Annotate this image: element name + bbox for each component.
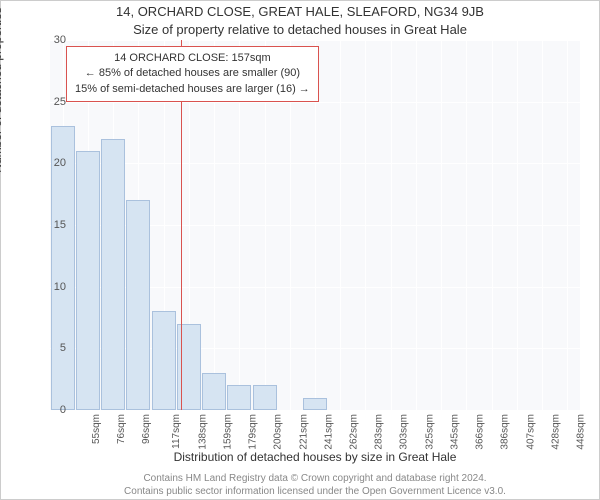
x-tick-label: 159sqm: [222, 414, 233, 450]
histogram-bar: [126, 200, 150, 410]
footer-attribution: Contains HM Land Registry data © Crown c…: [50, 472, 580, 498]
gridline-v: [365, 40, 366, 410]
gridline-v: [340, 40, 341, 410]
histogram-bar: [253, 385, 277, 410]
x-tick-label: 221sqm: [298, 414, 309, 450]
x-tick-label: 303sqm: [399, 414, 410, 450]
gridline-h: [50, 410, 580, 411]
footer-line2: Contains public sector information licen…: [124, 486, 506, 497]
x-tick-label: 448sqm: [576, 414, 587, 450]
y-axis-label: Number of detached properties: [0, 0, 4, 240]
histogram-bar: [76, 151, 100, 410]
y-tick-label: 5: [60, 342, 66, 354]
callout-larger: 15% of semi-detached houses are larger (…: [75, 82, 310, 97]
footer-line1: Contains HM Land Registry data © Crown c…: [143, 473, 486, 484]
x-tick-label: 200sqm: [273, 414, 284, 450]
gridline-v: [441, 40, 442, 410]
x-tick-label: 55sqm: [91, 414, 102, 444]
gridline-v: [416, 40, 417, 410]
plot-area: 14 ORCHARD CLOSE: 157sqm← 85% of detache…: [50, 40, 580, 410]
chart-container: 14, ORCHARD CLOSE, GREAT HALE, SLEAFORD,…: [0, 0, 600, 500]
x-tick-label: 262sqm: [349, 414, 360, 450]
x-tick-label: 241sqm: [323, 414, 334, 450]
histogram-bar: [202, 373, 226, 410]
gridline-v: [517, 40, 518, 410]
callout-title: 14 ORCHARD CLOSE: 157sqm: [75, 51, 310, 66]
callout-box: 14 ORCHARD CLOSE: 157sqm← 85% of detache…: [66, 46, 319, 102]
gridline-v: [391, 40, 392, 410]
histogram-bar: [303, 398, 327, 410]
x-tick-label: 407sqm: [525, 414, 536, 450]
x-tick-label: 76sqm: [116, 414, 127, 444]
chart-title-address: 14, ORCHARD CLOSE, GREAT HALE, SLEAFORD,…: [0, 4, 600, 19]
histogram-bar: [101, 139, 125, 410]
y-tick-label: 25: [54, 96, 66, 108]
x-tick-label: 386sqm: [500, 414, 511, 450]
x-axis-label: Distribution of detached houses by size …: [50, 450, 580, 464]
y-tick-label: 0: [60, 404, 66, 416]
x-tick-label: 345sqm: [450, 414, 461, 450]
x-tick-label: 138sqm: [197, 414, 208, 450]
chart-title-subtitle: Size of property relative to detached ho…: [0, 22, 600, 37]
gridline-v: [542, 40, 543, 410]
histogram-bar: [227, 385, 251, 410]
callout-smaller: ← 85% of detached houses are smaller (90…: [75, 66, 310, 81]
x-tick-label: 325sqm: [424, 414, 435, 450]
x-tick-label: 117sqm: [171, 414, 182, 449]
histogram-bar: [152, 311, 176, 410]
y-tick-label: 15: [54, 219, 66, 231]
y-tick-label: 30: [54, 34, 66, 46]
gridline-v: [466, 40, 467, 410]
gridline-v: [567, 40, 568, 410]
y-tick-label: 10: [54, 281, 66, 293]
x-tick-label: 428sqm: [550, 414, 561, 450]
x-tick-label: 179sqm: [248, 414, 259, 450]
gridline-v: [492, 40, 493, 410]
x-tick-label: 96sqm: [141, 414, 152, 444]
x-tick-label: 283sqm: [374, 414, 385, 450]
y-tick-label: 20: [54, 157, 66, 169]
x-tick-label: 366sqm: [475, 414, 486, 450]
